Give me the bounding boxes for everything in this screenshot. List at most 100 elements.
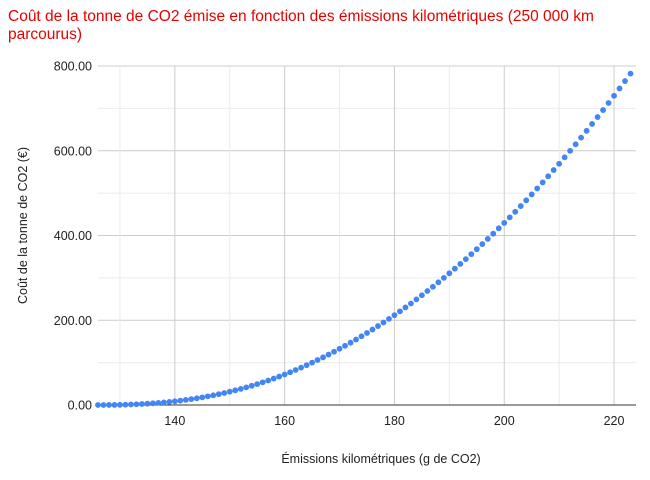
data-point [397,308,403,315]
data-point [199,394,206,401]
data-point [528,191,535,198]
data-point [287,369,294,376]
data-point [237,385,244,392]
data-point [446,270,453,277]
data-point [369,326,376,333]
x-tick-label: 200 [494,414,515,428]
data-point [627,70,634,77]
data-point [473,246,480,253]
data-point [149,400,156,407]
data-point [545,173,552,180]
data-point [276,373,283,380]
data-point [139,401,145,407]
y-axis-ticks: 0.00 200.00 400.00 600.00 800.00 [54,60,92,413]
data-point [413,296,420,303]
data-point [418,292,425,299]
data-point [506,214,513,221]
data-point [177,397,184,404]
data-point [484,235,491,242]
data-point [292,367,299,373]
data-point [622,78,628,84]
data-point [567,147,574,154]
data-point [265,377,272,384]
x-tick-label: 160 [274,414,295,428]
data-point [193,395,200,402]
data-point [226,388,233,395]
data-point [594,114,601,120]
data-point [204,393,211,400]
chart-title: Coût de la tonne de CO2 émise en fonctio… [8,8,594,43]
data-point [281,371,288,378]
data-point [523,197,530,204]
data-point [171,398,178,405]
data-point [550,167,557,173]
data-point [561,154,568,161]
data-point [347,339,354,346]
data-point [309,359,316,366]
data-point [133,401,140,408]
data-point [210,392,217,399]
data-point [534,185,541,192]
y-tick-label: 400.00 [54,229,92,243]
data-point [451,265,458,272]
data-point [386,315,392,322]
data-point [248,382,255,389]
data-point [353,336,359,343]
data-point [589,121,595,127]
data-point [457,260,464,267]
grid-lines [98,65,636,405]
data-point [325,351,332,358]
data-point [106,402,112,408]
data-point [572,141,579,148]
data-point [611,92,617,99]
data-point [188,396,195,403]
data-point [501,219,508,226]
data-point [578,134,585,141]
data-point [512,208,519,215]
data-point [380,319,387,326]
data-point [391,312,398,319]
data-point [259,379,266,386]
x-tick-label: 140 [164,414,185,428]
data-point [468,251,475,258]
data-point [408,300,414,307]
data-point [314,357,321,363]
data-point [600,107,606,113]
data-point [303,362,310,369]
data-point [298,364,305,371]
data-point [342,342,348,349]
data-point [616,85,623,92]
data-point [182,396,189,403]
data-point [270,375,277,382]
data-point [490,230,497,237]
data-point [605,100,612,106]
data-point [331,348,337,355]
data-point [155,399,162,406]
x-axis-ticks: 140 160 180 200 220 [164,414,624,428]
data-point [320,354,326,361]
data-point [232,387,239,394]
data-point [160,399,167,406]
data-point [424,288,431,294]
data-points [95,70,634,408]
x-axis-label: Émissions kilométriques (g de CO2) [281,451,480,466]
data-point [221,390,228,396]
data-point [95,402,101,408]
data-point [440,274,447,281]
data-point [556,160,563,167]
data-point [111,401,118,408]
data-point [254,381,261,388]
y-axis-label: Coût de la tonne de CO2 (€) [16,147,30,304]
data-point [429,283,436,290]
data-point [122,401,129,408]
data-point [128,401,134,408]
data-point [100,402,107,408]
data-point [336,345,343,352]
y-tick-label: 200.00 [54,314,92,328]
data-point [495,225,502,232]
data-point [358,333,365,340]
data-point [435,279,442,286]
data-point [144,400,151,407]
data-point [539,179,546,186]
